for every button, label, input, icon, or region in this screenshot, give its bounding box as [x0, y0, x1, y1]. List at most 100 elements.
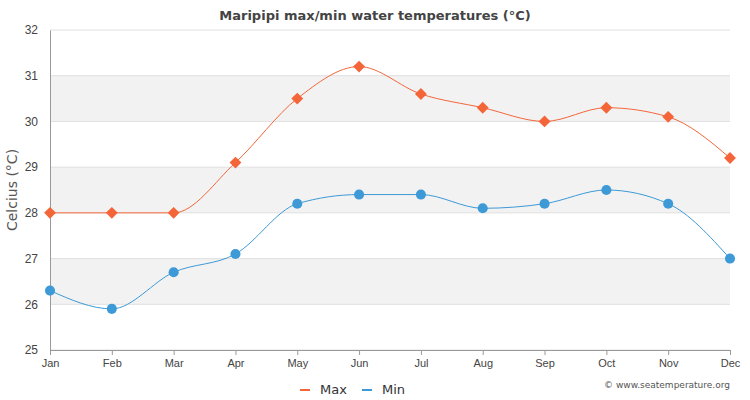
x-tick-label: Apr — [227, 357, 244, 369]
grid-bands — [50, 76, 730, 305]
marker — [45, 286, 55, 296]
x-tick-mark — [359, 350, 360, 355]
x-tick-mark — [174, 350, 175, 355]
x-tick-label: Jul — [414, 357, 428, 369]
y-tick-label: 30 — [25, 115, 39, 129]
marker — [415, 88, 427, 100]
marker — [477, 102, 489, 114]
x-tick-label: Aug — [473, 357, 493, 369]
x-tick-label: Jan — [42, 357, 60, 369]
y-tick-label: 25 — [25, 343, 39, 357]
y-tick-label: 26 — [25, 298, 39, 312]
plot-area — [44, 61, 736, 314]
x-tick: Aug — [473, 350, 493, 369]
series-line — [50, 190, 730, 309]
grid-line — [50, 258, 730, 259]
grid-line — [50, 167, 730, 168]
x-tick: Jul — [414, 350, 428, 369]
y-tick: 29 — [25, 160, 50, 174]
marker — [416, 190, 426, 200]
grid-band — [50, 76, 730, 122]
grid — [50, 30, 730, 350]
grid-band — [50, 259, 730, 305]
grid-band — [50, 167, 730, 213]
x-tick: Jun — [351, 350, 369, 369]
x-tick-mark — [235, 350, 236, 355]
x-tick-mark — [730, 350, 731, 355]
x-tick: Dec — [721, 350, 741, 369]
x-tick-label: Mar — [165, 357, 184, 369]
x-tick-label: May — [287, 357, 308, 369]
y-tick-label: 28 — [25, 206, 39, 220]
marker — [168, 207, 180, 219]
marker — [230, 157, 242, 169]
x-tick-mark — [606, 350, 607, 355]
marker — [353, 61, 365, 73]
y-tick-label: 31 — [25, 69, 39, 83]
y-tick: 31 — [25, 69, 50, 83]
marker — [44, 207, 56, 219]
marker — [539, 199, 549, 209]
marker — [601, 185, 611, 195]
y-tick: 30 — [25, 115, 50, 129]
y-tick-label: 29 — [25, 160, 39, 174]
x-tick-label: Feb — [103, 357, 122, 369]
credit: © www.seatemperature.org — [604, 380, 730, 390]
x-tick: Nov — [659, 350, 679, 369]
y-tick-label: 32 — [25, 23, 39, 37]
x-tick: Apr — [227, 350, 244, 369]
title: Maripipi max/min water temperatures (°C) — [219, 8, 530, 23]
x-tick-mark — [297, 350, 298, 355]
x-tick-label: Dec — [721, 357, 741, 369]
marker — [724, 152, 736, 164]
x-tick-mark — [668, 350, 669, 355]
marker — [230, 249, 240, 259]
grid-line — [50, 121, 730, 122]
legend-swatch — [362, 389, 372, 391]
y-tick: 32 — [25, 23, 50, 37]
x-tick-label: Jun — [351, 357, 369, 369]
marker — [291, 93, 303, 105]
x-tick-mark — [50, 350, 51, 355]
x-tick: Mar — [165, 350, 184, 369]
x-tick: Jan — [42, 350, 60, 369]
x-tick-label: Nov — [659, 357, 679, 369]
marker — [663, 199, 673, 209]
y-axis-line — [50, 31, 51, 351]
y-axis-title: Celcius (°C) — [4, 149, 20, 231]
marker — [106, 207, 118, 219]
marker — [292, 199, 302, 209]
marker — [354, 190, 364, 200]
x-tick-mark — [112, 350, 113, 355]
x-tick: Sep — [535, 350, 555, 369]
legend: MaxMin — [300, 382, 405, 397]
x-tick-mark — [483, 350, 484, 355]
x-tick: May — [287, 350, 308, 369]
grid-line — [50, 30, 730, 31]
series-line — [50, 67, 730, 213]
marker — [600, 102, 612, 114]
y-tick-label: 27 — [25, 252, 39, 266]
y-axis: 25 26 27 28 29 30 31 32 — [25, 23, 51, 357]
y-tick: 25 — [25, 343, 50, 357]
legend-swatch — [300, 389, 310, 391]
x-axis: Jan Feb Mar Apr May Jun Jul Aug Sep Oct Nov Dec — [42, 350, 741, 369]
x-tick: Oct — [598, 350, 615, 369]
grid-line — [50, 304, 730, 305]
marker — [169, 267, 179, 277]
x-tick-label: Oct — [598, 357, 615, 369]
marker — [539, 115, 551, 127]
y-tick: 26 — [25, 298, 50, 312]
y-tick: 27 — [25, 252, 50, 266]
x-axis-line — [51, 351, 731, 356]
marker — [662, 111, 674, 123]
legend-label: Min — [382, 382, 405, 397]
marker — [725, 254, 735, 264]
x-tick-label: Sep — [535, 357, 555, 369]
x-tick-mark — [545, 350, 546, 355]
marker — [478, 203, 488, 213]
marker — [107, 304, 117, 314]
x-tick-mark — [421, 350, 422, 355]
x-tick: Feb — [103, 350, 122, 369]
grid-line — [50, 75, 730, 76]
